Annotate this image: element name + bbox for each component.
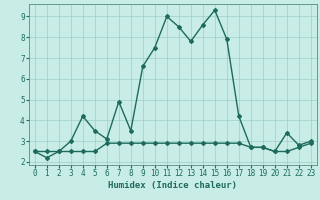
X-axis label: Humidex (Indice chaleur): Humidex (Indice chaleur) bbox=[108, 181, 237, 190]
